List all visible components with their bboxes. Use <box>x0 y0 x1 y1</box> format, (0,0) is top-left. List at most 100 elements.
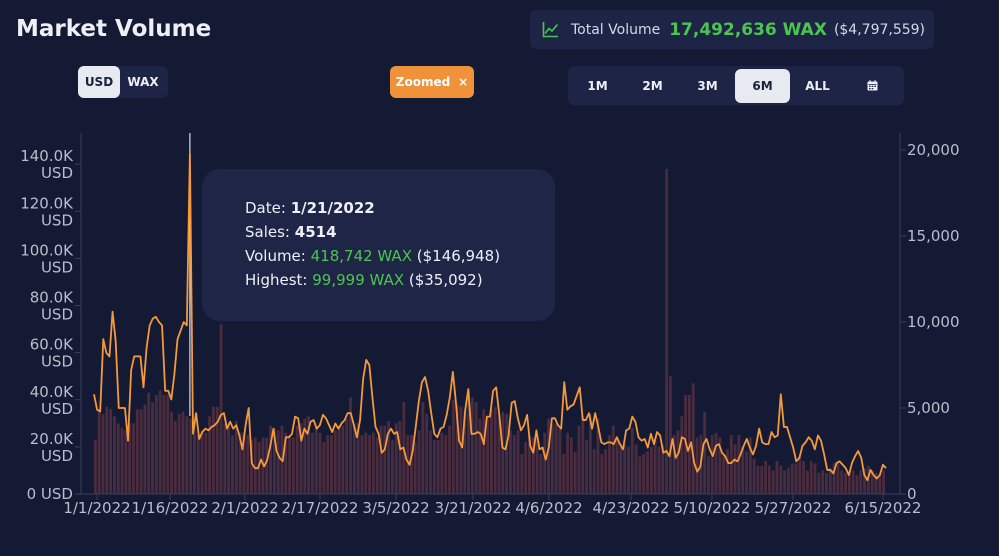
currency-toggle: USD WAX <box>78 66 168 98</box>
volume-bar <box>787 468 790 494</box>
volume-bar <box>272 428 276 494</box>
volume-bar <box>383 425 387 494</box>
zoomed-reset-button[interactable]: Zoomed × <box>390 66 474 98</box>
range-6m-button[interactable]: 6M <box>735 68 790 103</box>
volume-bar <box>158 390 162 494</box>
volume-bar <box>535 437 539 494</box>
volume-bar <box>371 432 375 494</box>
left-tick-label: 120.0K <box>20 194 74 212</box>
trend-chart-icon <box>542 22 558 38</box>
volume-bar <box>630 428 634 494</box>
close-icon[interactable]: × <box>458 75 469 89</box>
left-tick-unit: USD <box>41 447 73 465</box>
volume-bar <box>231 435 234 494</box>
range-2m-button[interactable]: 2M <box>642 78 663 93</box>
x-tick-label: 5/27/2022 <box>755 499 832 517</box>
volume-bar <box>455 404 459 494</box>
volume-bar <box>204 432 208 494</box>
volume-bar <box>242 432 246 494</box>
volume-bar <box>356 423 360 494</box>
volume-bar <box>775 461 779 494</box>
left-tick-unit: USD <box>41 353 73 371</box>
currency-wax-button[interactable]: WAX <box>127 75 159 89</box>
volume-bar <box>516 430 520 494</box>
volume-bar <box>691 383 695 494</box>
volume-bar <box>726 449 729 494</box>
volume-bar <box>649 446 653 494</box>
volume-bar <box>524 442 528 494</box>
volume-bar <box>642 453 646 494</box>
volume-bar <box>215 406 219 494</box>
range-3m-button[interactable]: 3M <box>697 78 718 93</box>
volume-bar <box>661 444 665 494</box>
volume-bar <box>124 430 128 494</box>
volume-bar <box>482 409 486 494</box>
volume-bar <box>391 439 394 494</box>
left-tick-label: 60.0K <box>30 336 74 354</box>
volume-bar <box>615 437 619 494</box>
volume-bar <box>585 439 588 494</box>
volume-bar <box>676 430 680 494</box>
sales-line <box>93 152 887 482</box>
volume-bar <box>790 463 794 494</box>
volume-bar <box>177 413 181 494</box>
x-tick-label: 6/15/2022 <box>845 499 922 517</box>
volume-bar <box>806 470 809 494</box>
volume-bar <box>151 402 154 494</box>
tooltip-sales-value: 4514 <box>294 223 337 241</box>
volume-bar <box>246 435 250 494</box>
volume-bar <box>318 432 322 494</box>
calendar-button[interactable] <box>845 69 900 103</box>
volume-bar <box>425 413 429 494</box>
volume-bar <box>764 461 767 494</box>
right-tick-label: 10,000 <box>907 313 960 331</box>
volume-bar <box>855 475 859 494</box>
volume-bar <box>596 418 600 494</box>
volume-bar <box>501 411 505 494</box>
range-1m-button[interactable]: 1M <box>587 78 608 93</box>
volume-bar <box>212 406 215 494</box>
volume-bar <box>646 451 649 494</box>
x-tick-label: 2/1/2022 <box>211 499 278 517</box>
volume-bar <box>562 453 566 494</box>
volume-bar <box>352 423 356 494</box>
currency-usd-button[interactable]: USD <box>78 66 120 98</box>
volume-bar <box>250 439 253 494</box>
x-tick-label: 4/6/2022 <box>515 499 582 517</box>
range-all-button[interactable]: ALL <box>805 78 830 93</box>
left-tick-unit: USD <box>41 211 73 229</box>
volume-bar <box>185 416 189 494</box>
left-tick-label: 20.0K <box>30 430 74 448</box>
range-selector: 1M 2M 3M 6M ALL <box>568 66 904 105</box>
total-volume-panel: Total Volume 17,492,636 WAX ($4,797,559) <box>530 10 934 49</box>
chart-tooltip: Date: 1/21/2022 Sales: 4514 Volume: 418,… <box>202 169 555 321</box>
volume-bar <box>333 430 337 494</box>
volume-bar <box>474 402 478 494</box>
volume-bar <box>322 442 326 494</box>
tooltip-volume-usd: ($146,948) <box>416 247 501 265</box>
left-tick-unit: USD <box>41 258 73 276</box>
volume-bar <box>417 430 421 494</box>
volume-bar <box>387 420 390 494</box>
volume-bar <box>680 416 684 494</box>
volume-bar <box>668 376 672 494</box>
volume-bar <box>604 449 608 494</box>
volume-bar <box>132 423 135 494</box>
volume-bar <box>520 453 524 494</box>
volume-bar <box>143 404 147 494</box>
tooltip-volume-label: Volume: <box>245 247 306 265</box>
volume-bar <box>589 413 592 494</box>
volume-bar <box>752 458 756 494</box>
volume-bar <box>745 451 748 494</box>
volume-bar <box>448 425 451 494</box>
left-tick-label: 0 USD <box>27 485 73 503</box>
x-tick-label: 3/5/2022 <box>362 499 429 517</box>
volume-bar <box>550 423 554 494</box>
volume-bar <box>718 437 722 494</box>
volume-bar <box>113 416 116 494</box>
volume-bar <box>292 437 295 494</box>
volume-bar <box>337 425 341 494</box>
volume-bar <box>97 409 101 494</box>
volume-bar <box>116 423 120 494</box>
